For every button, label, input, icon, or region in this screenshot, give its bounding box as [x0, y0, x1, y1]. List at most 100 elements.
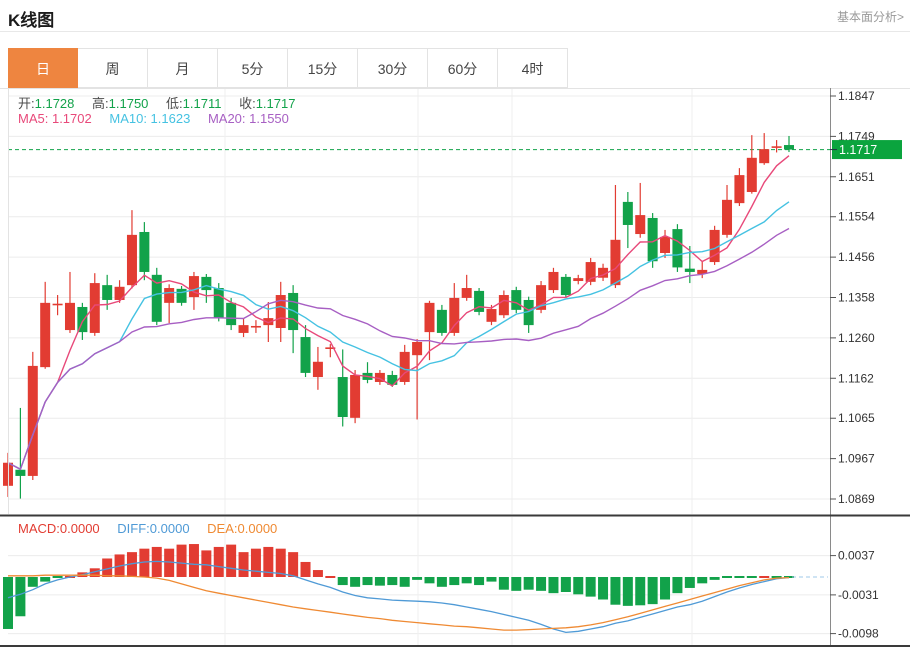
macd-bar	[52, 576, 63, 578]
tab-timeframe-7[interactable]: 4时	[498, 48, 568, 88]
candle-body	[238, 325, 249, 333]
low-value: 1.1711	[182, 96, 222, 111]
tab-timeframe-4[interactable]: 15分	[288, 48, 358, 88]
ma10-line	[7, 201, 790, 471]
macd-bar	[102, 558, 113, 577]
macd-bar	[722, 576, 733, 578]
dea-label: DEA:	[207, 521, 238, 536]
candle-body	[275, 295, 286, 328]
tab-timeframe-3[interactable]: 5分	[218, 48, 288, 88]
tab-timeframe-2[interactable]: 月	[148, 48, 218, 88]
macd-bar	[622, 577, 633, 606]
macd-label: MACD:	[18, 521, 60, 536]
macd-tick-label: 0.0037	[838, 549, 875, 563]
candle-body	[126, 234, 137, 286]
macd-bar	[709, 577, 720, 580]
ma10-value: 1.1623	[150, 111, 191, 126]
candle-body	[598, 267, 609, 278]
macd-bar	[647, 577, 658, 605]
macd-bar	[536, 577, 547, 591]
tab-timeframe-6[interactable]: 60分	[428, 48, 498, 88]
candle-body	[722, 199, 733, 235]
macd-value: 0.0000	[59, 521, 100, 536]
macd-bar	[635, 577, 646, 606]
macd-bar	[27, 577, 38, 587]
macd-bar	[412, 577, 423, 580]
macd-bar	[300, 561, 311, 577]
candle-body	[27, 365, 38, 476]
candle-body	[523, 299, 534, 326]
price-tick-label: 1.1456	[838, 250, 875, 264]
tab-timeframe-0[interactable]: 日	[8, 48, 78, 88]
macd-tick-label: -0.0031	[838, 588, 879, 602]
candle-body	[387, 374, 398, 385]
macd-bar	[238, 552, 249, 577]
macd-bar	[598, 577, 609, 600]
price-tick-label: 1.1162	[838, 371, 874, 385]
candle-body	[573, 278, 584, 282]
macd-bar	[424, 577, 435, 584]
candle-body	[250, 325, 261, 328]
macd-bar	[746, 576, 757, 578]
ma20-value: 1.1550	[249, 111, 289, 126]
macd-bar	[759, 576, 770, 578]
candle-body	[734, 175, 745, 204]
candle-body	[151, 274, 162, 322]
candle-body	[697, 269, 708, 275]
candle-body	[52, 303, 63, 306]
diff-value: 0.0000	[149, 521, 190, 536]
candle-body	[114, 286, 125, 300]
candle-body	[684, 268, 695, 272]
tab-timeframe-1[interactable]: 周	[78, 48, 148, 88]
ma-readout: MA5: 1.1702 MA10: 1.1623 MA20: 1.1550	[18, 111, 303, 126]
macd-bar	[573, 577, 584, 595]
candle-body	[548, 271, 559, 291]
dea-line	[8, 574, 790, 631]
macd-bar	[511, 577, 522, 591]
macd-bar	[188, 544, 199, 577]
candle-body	[709, 229, 720, 263]
macd-bar	[734, 576, 745, 578]
low-label: 低:	[166, 96, 183, 111]
tab-timeframe-5[interactable]: 30分	[358, 48, 428, 88]
macd-bar	[660, 577, 671, 600]
candle-body	[759, 149, 770, 164]
macd-bar	[250, 548, 261, 577]
macd-bar	[89, 568, 100, 577]
macd-bar	[610, 577, 621, 605]
macd-bar	[498, 577, 509, 590]
candle-body	[263, 318, 274, 326]
current-price-badge	[832, 140, 902, 160]
open-value: 1.1728	[34, 96, 75, 111]
macd-bar	[325, 576, 336, 578]
candle-body	[15, 469, 26, 476]
macd-bar	[697, 577, 708, 584]
close-label: 收:	[239, 96, 256, 111]
candle-body	[622, 201, 633, 225]
fundamental-analysis-link[interactable]: 基本面分析>	[836, 10, 904, 24]
page-title: K线图	[8, 11, 55, 30]
ma5-line	[7, 155, 790, 471]
timeframe-tabbar: 日周月 5分 15分 30分 60分 4时	[8, 48, 568, 88]
macd-tick-label: -0.0098	[838, 627, 879, 641]
candle-body	[40, 302, 51, 368]
chart-borders	[0, 88, 910, 647]
high-value: 1.1750	[108, 96, 149, 111]
candle-body	[635, 215, 646, 235]
candle-body	[213, 288, 224, 319]
macd-bar	[486, 577, 497, 582]
macd-bar	[387, 577, 398, 586]
ma20-label: MA20:	[207, 111, 250, 126]
macd-bar	[176, 544, 187, 577]
price-tick-label: 1.0869	[838, 492, 875, 506]
price-axis: 1.1847 1.1749 1.1651 1.1554 1.1456 1.1358 1.12…	[830, 89, 902, 641]
candle-body	[77, 306, 88, 333]
macd-bar	[672, 577, 683, 594]
candle-body	[412, 342, 423, 356]
candle-body	[102, 285, 113, 300]
candle-body	[325, 347, 336, 349]
macd-bar	[362, 577, 373, 586]
ma10-label: MA10:	[109, 111, 151, 126]
diff-line	[7, 560, 790, 634]
macd-bar	[399, 577, 410, 587]
